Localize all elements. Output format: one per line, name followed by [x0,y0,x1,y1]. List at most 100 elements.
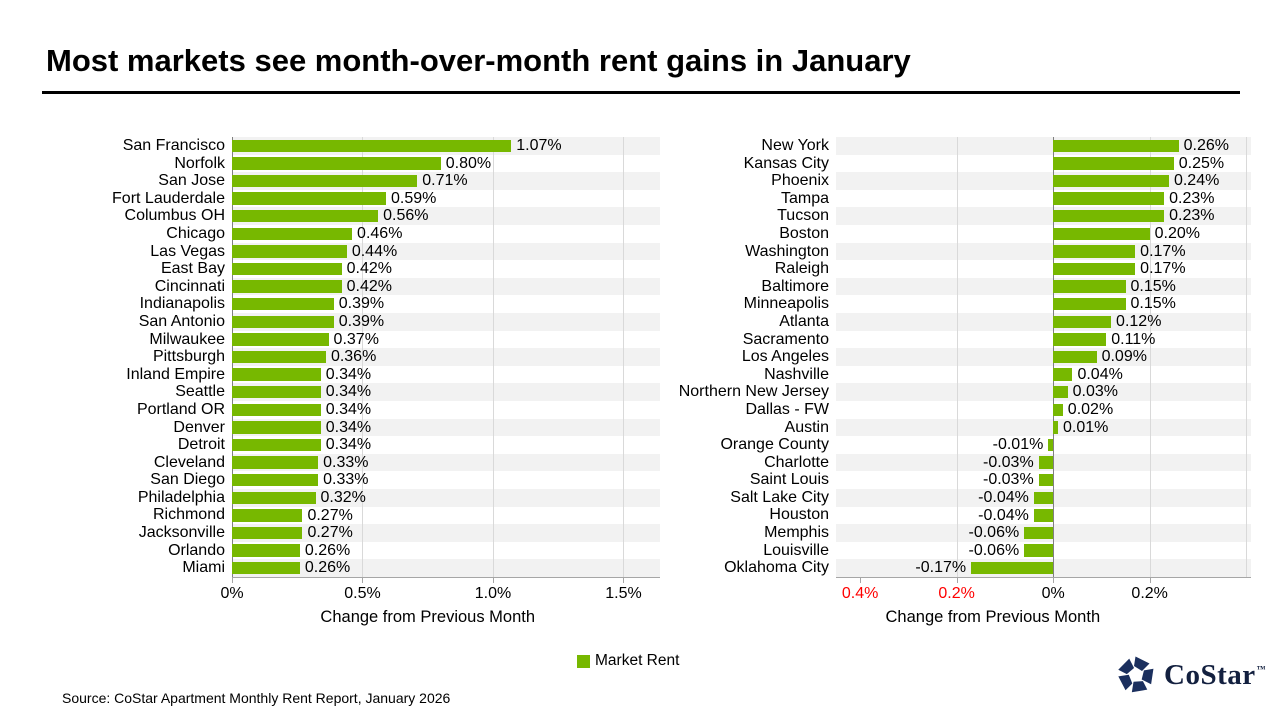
value-label: 0.34% [325,401,372,418]
category-label: Miami [182,559,225,577]
bar-norfolk [232,157,441,170]
value-label: 0.80% [445,154,492,172]
category-label: Saint Louis [749,471,829,489]
value-label: 0.39% [338,313,385,330]
row-stripe [232,559,660,577]
bar-los-angeles [1053,350,1097,364]
category-label: Detroit [177,436,225,454]
value-label: 0.39% [338,295,385,313]
category-label: Atlanta [779,312,829,330]
bar-salt-lake-city [1033,491,1054,504]
bar-baltimore [1053,280,1126,293]
row-stripe [232,348,660,366]
legend: Market Rent [577,652,679,670]
bar-nashville [1053,368,1073,381]
category-label: Louisville [763,541,829,559]
value-label: 0.42% [346,260,392,278]
value-label: 0.59% [390,189,437,207]
category-label: Northern New Jersey [678,383,829,401]
bar-phoenix [1053,174,1169,188]
x-axis-tick-label: 0.4% [841,585,879,602]
category-label: Kansas City [743,154,829,172]
gridline [956,137,958,577]
category-label: Jacksonville [138,524,225,542]
bar-cincinnati [232,280,342,293]
category-label: San Jose [158,172,225,190]
value-label: 0.26% [1183,137,1229,154]
chart-top-gainers: San Francisco Norfolk San Jose Fort Lauderd… [58,137,660,627]
value-label: 0.46% [357,225,403,242]
category-label: Boston [779,224,829,242]
category-label: Nashville [764,365,829,383]
bar-portland-or [232,403,321,416]
gridline [492,137,494,577]
category-label: Houston [769,506,829,524]
bar-boston [1053,227,1150,240]
category-label: Milwaukee [149,330,225,348]
value-label: 0.34% [325,418,372,436]
x-axis-tick-label: 0.2% [1131,585,1168,602]
bar-minneapolis [1053,298,1126,311]
category-label: Norfolk [174,154,225,172]
bar-saint-louis [1038,474,1054,487]
value-label: -0.06% [968,541,1020,559]
value-label: 0.12% [1116,313,1162,330]
legend-swatch-market-rent-icon [577,654,590,668]
value-label: 1.07% [516,137,562,154]
legend-label-market-rent: Market Rent [595,652,680,669]
value-label: 0.20% [1154,225,1201,242]
value-label: 0.34% [325,436,372,454]
pinwheel-petal [1141,668,1154,685]
bar-san-antonio [232,315,334,328]
bar-richmond [232,509,303,522]
category-label: Austin [784,418,829,436]
bar-san-diego [232,474,319,487]
category-label: Minneapolis [743,295,829,313]
value-label: 0.26% [304,559,351,577]
row-stripe [836,242,1251,261]
row-stripe [836,313,1251,331]
bar-milwaukee [232,333,329,346]
category-label: Pittsburgh [152,348,225,366]
value-label: 0.23% [1169,189,1215,207]
category-label: Indianapolis [139,295,225,313]
bar-jacksonville [232,526,303,540]
x-axis-tick [860,578,862,583]
gridline [623,137,625,577]
bar-denver [232,421,321,434]
x-axis-tick [623,578,625,583]
row-stripe [232,383,660,401]
pinwheel-petal [1118,658,1135,675]
row-stripe [836,418,1251,437]
costar-logo: CoStar™ [1116,655,1266,695]
gridline [1246,137,1248,577]
x-axis-tick-label: 0% [1041,585,1065,602]
value-label: 0.37% [333,330,379,348]
value-label: 0.01% [1062,418,1109,436]
value-label: 0.32% [320,489,366,506]
bar-houston [1033,509,1054,522]
category-label: Orlando [168,541,225,559]
category-label: San Antonio [138,312,225,330]
value-label: 0.33% [323,453,369,471]
bar-miami [232,562,300,575]
value-label: 0.25% [1178,154,1225,172]
value-label: -0.04% [978,506,1029,524]
value-label: 0.27% [307,506,353,524]
bar-austin [1053,421,1058,434]
category-label: San Francisco [122,137,225,154]
category-label: Oklahoma City [724,559,829,577]
pinwheel-petal [1118,674,1133,691]
pinwheel-petal [1134,656,1150,671]
category-label: Sacramento [742,330,829,348]
x-axis-tick [232,578,233,583]
gridline [1149,137,1151,577]
x-axis-tick-label: 0.2% [938,585,975,602]
row-stripe [836,383,1251,401]
x-axis-tick-label: 1.5% [605,585,642,602]
value-label: 0.04% [1077,365,1123,383]
category-label: Dallas - FW [745,400,829,418]
value-label: 0.26% [304,541,351,559]
category-label: New York [761,137,829,154]
row-stripe [232,524,660,542]
